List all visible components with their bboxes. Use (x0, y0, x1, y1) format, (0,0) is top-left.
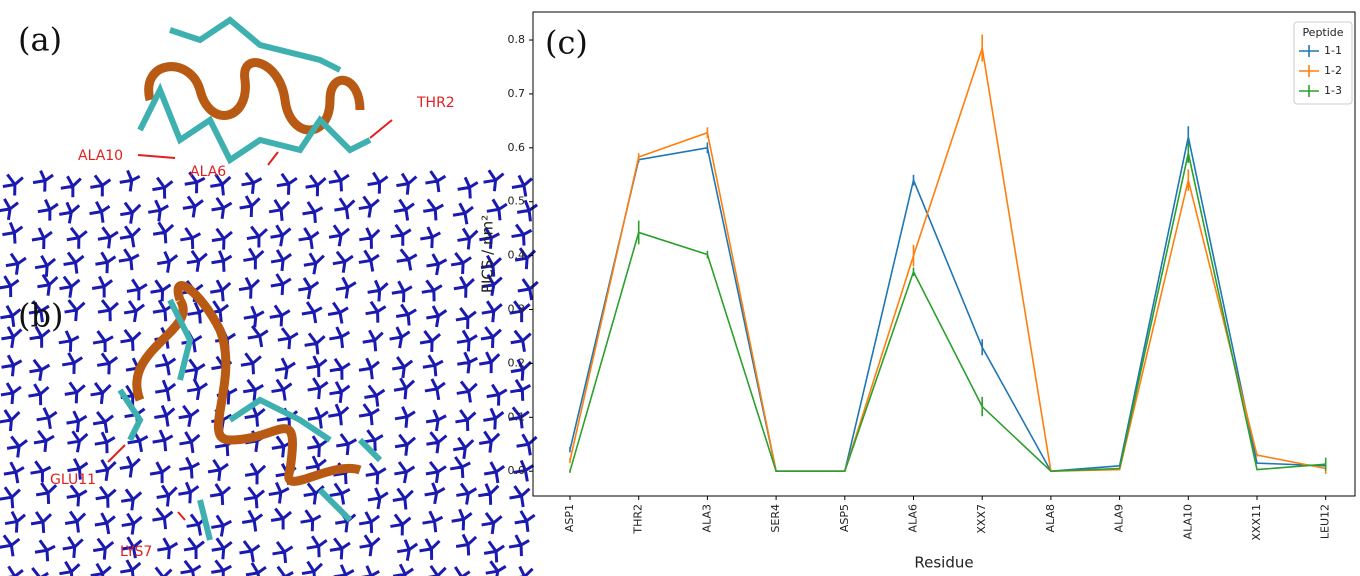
annotation: LYS7 (120, 544, 152, 560)
legend-label: 1-1 (1324, 44, 1342, 57)
series-line (570, 137, 1326, 471)
x-tick-label: ALA8 (1044, 504, 1057, 532)
y-tick-label: 0.8 (508, 33, 526, 46)
y-tick-label: 0.3 (508, 303, 526, 316)
x-tick-label: ALA10 (1181, 504, 1194, 539)
x-tick-label: LEU12 (1319, 504, 1332, 539)
annotation: ALA10 (78, 148, 123, 164)
y-tick-label: 0.6 (508, 141, 526, 154)
series-line (570, 48, 1326, 471)
annotation: ALA6 (190, 164, 226, 180)
x-tick-label: ALA9 (1113, 504, 1126, 532)
x-axis-label: Residue (914, 554, 973, 572)
lattice-bonds (0, 170, 538, 576)
x-tick-label: ASP5 (838, 504, 851, 532)
annotation: THR2 (416, 95, 455, 111)
x-tick-label: XXX11 (1250, 504, 1263, 541)
y-tick-label: 0.1 (508, 410, 526, 423)
panel-label: (b) (18, 297, 63, 335)
x-tick-label: THR2 (632, 504, 645, 535)
legend-label: 1-2 (1324, 64, 1342, 77)
y-tick-label: 0.4 (508, 249, 526, 262)
y-tick-label: 0.0 (508, 464, 526, 477)
panel-label: (c) (545, 24, 588, 62)
y-tick-label: 0.2 (508, 356, 526, 369)
panel-label: (a) (18, 21, 62, 59)
surface-lattice (0, 170, 538, 576)
x-tick-label: ASP1 (563, 504, 576, 532)
x-tick-label: ALA3 (700, 504, 713, 532)
x-tick-label: ALA6 (907, 504, 920, 532)
legend-title: Peptide (1302, 26, 1343, 39)
y-tick-label: 0.7 (508, 87, 526, 100)
x-tick-label: SER4 (769, 504, 782, 533)
legend-label: 1-3 (1324, 84, 1342, 97)
y-tick-label: 0.5 (508, 195, 526, 208)
y-axis-label: PICS / nm² (479, 215, 497, 293)
annotation: GLU11 (50, 472, 96, 488)
molecule-panel: (a) (b) ALA10 ALA6 THR2 GLU11 LYS7 (0, 20, 538, 576)
x-tick-label: XXX7 (975, 504, 988, 534)
page: (a) (b) ALA10 ALA6 THR2 GLU11 LYS7 (c) R… (0, 0, 1360, 576)
peptide-backbone-a (149, 63, 360, 130)
figure: (a) (b) ALA10 ALA6 THR2 GLU11 LYS7 (c) R… (0, 0, 1360, 576)
series-line (570, 153, 1326, 471)
